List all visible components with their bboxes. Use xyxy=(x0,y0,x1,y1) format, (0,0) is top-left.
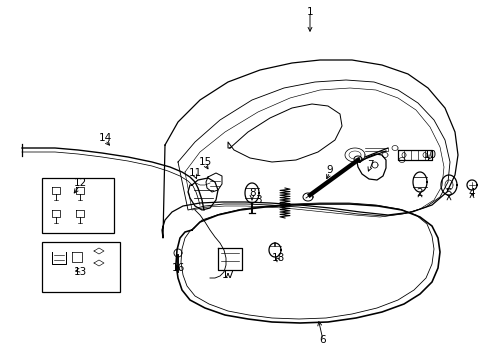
Bar xyxy=(42,242,120,292)
Bar xyxy=(42,178,114,233)
Text: 9: 9 xyxy=(326,165,333,175)
Text: 7: 7 xyxy=(366,160,372,170)
Text: 16: 16 xyxy=(171,263,184,273)
Text: 14: 14 xyxy=(98,133,111,143)
Text: 15: 15 xyxy=(198,157,211,167)
Text: 18: 18 xyxy=(271,253,284,263)
Text: 8: 8 xyxy=(249,188,256,198)
Text: 4: 4 xyxy=(468,188,474,198)
Text: 2: 2 xyxy=(416,188,423,198)
Text: 17: 17 xyxy=(221,270,234,280)
Text: 11: 11 xyxy=(188,168,201,178)
Text: 5: 5 xyxy=(445,188,451,198)
Text: 13: 13 xyxy=(73,267,86,277)
Text: 3: 3 xyxy=(254,195,261,205)
Text: 12: 12 xyxy=(73,178,86,188)
Text: 6: 6 xyxy=(319,335,325,345)
Text: 10: 10 xyxy=(423,150,436,160)
Text: 1: 1 xyxy=(306,7,313,17)
